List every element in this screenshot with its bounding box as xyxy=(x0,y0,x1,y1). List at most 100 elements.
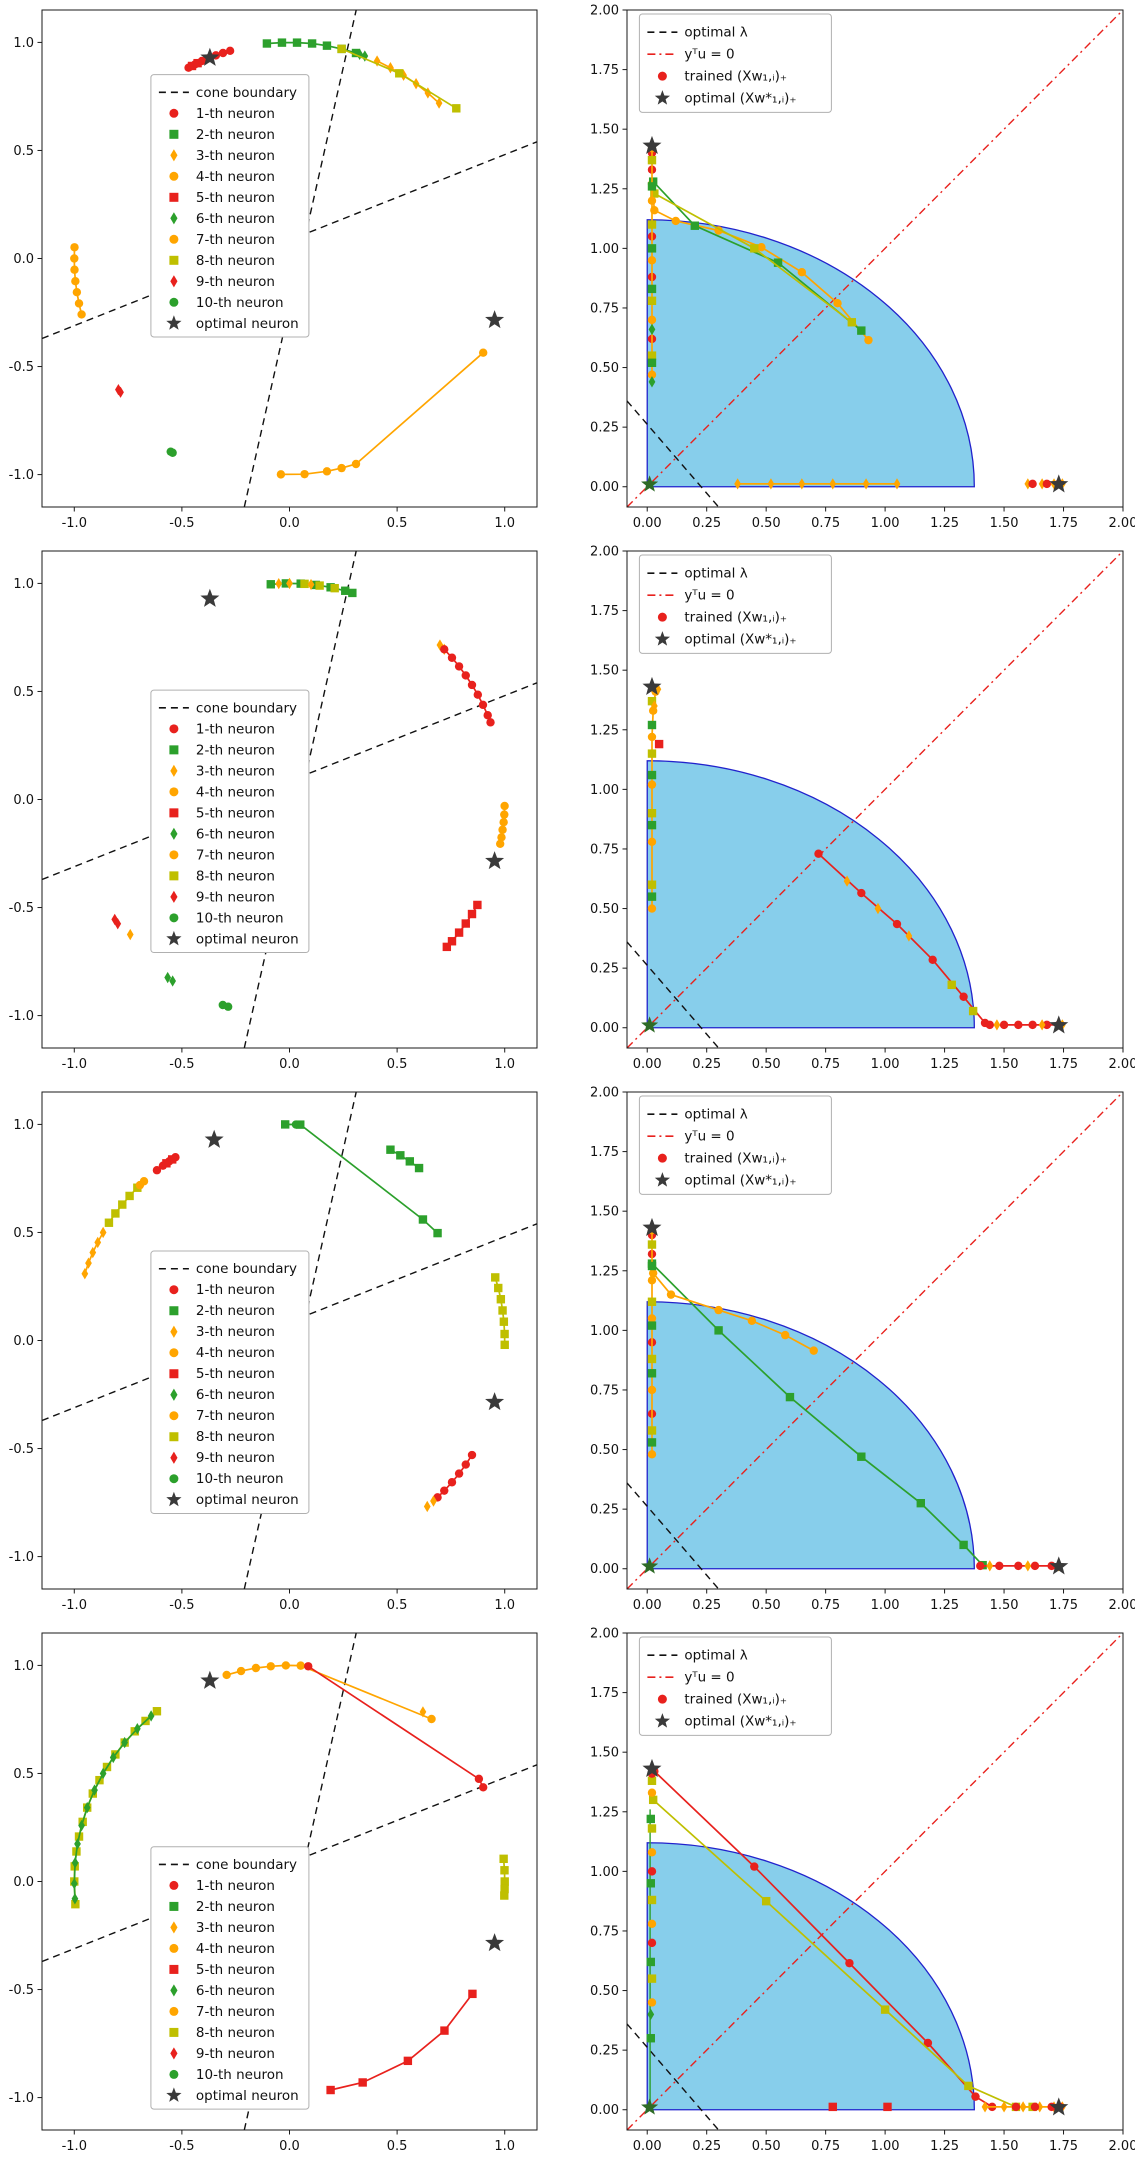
svg-text:2.00: 2.00 xyxy=(1109,1598,1135,1613)
svg-text:optimal (Xw*₁,ᵢ)₊: optimal (Xw*₁,ᵢ)₊ xyxy=(684,632,796,648)
svg-text:-0.5: -0.5 xyxy=(169,516,194,531)
series-neuron-2-arc xyxy=(386,1145,424,1173)
svg-text:optimal λ: optimal λ xyxy=(684,566,747,582)
svg-text:3-th neuron: 3-th neuron xyxy=(196,763,275,779)
svg-text:cone boundary: cone boundary xyxy=(196,85,297,101)
svg-text:2.00: 2.00 xyxy=(590,1627,619,1642)
svg-text:1.75: 1.75 xyxy=(1049,516,1078,531)
svg-text:1.0: 1.0 xyxy=(13,1659,34,1674)
series-yaxis-yellow xyxy=(647,1240,657,1435)
row1-left-legend: cone boundary 1-th neuron 2-th neuron 3-th … xyxy=(150,74,310,338)
svg-text:1.0: 1.0 xyxy=(13,577,34,592)
row4-left-legend: cone boundary 1-th neuron 2-th neuron 3-th … xyxy=(150,1846,310,2110)
svg-text:1.00: 1.00 xyxy=(590,242,619,257)
svg-text:0.75: 0.75 xyxy=(590,842,619,857)
series-yaxis-green xyxy=(647,182,657,367)
svg-text:1.0: 1.0 xyxy=(13,1118,34,1133)
series-yaxis-green xyxy=(647,720,657,901)
svg-text:0.50: 0.50 xyxy=(590,902,619,917)
svg-text:1.75: 1.75 xyxy=(590,604,619,619)
series-neuron-8 xyxy=(300,579,339,593)
svg-text:5-th neuron: 5-th neuron xyxy=(196,190,275,206)
panel-3-right: 0.00 0.25 0.50 0.75 1.00 1.25 1.50 1.75 2.00 0.00… xyxy=(565,1082,1135,1623)
svg-text:2-th neuron: 2-th neuron xyxy=(196,742,275,758)
svg-text:1.00: 1.00 xyxy=(590,783,619,798)
svg-text:8-th neuron: 8-th neuron xyxy=(196,868,275,884)
svg-text:yᵀu = 0: yᵀu = 0 xyxy=(684,588,734,604)
svg-text:0.00: 0.00 xyxy=(633,1598,662,1613)
row4-left-plot: -1.0 -0.5 0.0 0.5 1.0 -1.0 -0.5 0.0 0.5 1.0 cone b… xyxy=(9,1632,538,2154)
svg-text:1-th neuron: 1-th neuron xyxy=(196,1878,275,1894)
series-traj-orange xyxy=(648,1268,818,1355)
svg-text:4-th neuron: 4-th neuron xyxy=(196,1941,275,1957)
figure-row-3: -1.0 -0.5 0.0 0.5 1.0 -1.0 -0.5 0.0 0.5 1.0 cone b… xyxy=(0,1082,1135,1623)
svg-text:optimal (Xw*₁,ᵢ)₊: optimal (Xw*₁,ᵢ)₊ xyxy=(684,91,796,107)
svg-text:-1.0: -1.0 xyxy=(9,1550,34,1565)
svg-text:3-th neuron: 3-th neuron xyxy=(196,148,275,164)
svg-text:0.5: 0.5 xyxy=(13,144,34,159)
panel-2-left: -1.0 -0.5 0.0 0.5 1.0 -1.0 -0.5 0.0 0.5 1.0 cone b… xyxy=(0,541,545,1082)
svg-text:2-th neuron: 2-th neuron xyxy=(196,1303,275,1319)
figure-row-2: -1.0 -0.5 0.0 0.5 1.0 -1.0 -0.5 0.0 0.5 1.0 cone b… xyxy=(0,541,1135,1082)
figure-row-1: -1.0 -0.5 0.0 0.5 1.0 -1.0 -0.5 0.0 0.5 1.0 cone b… xyxy=(0,0,1135,541)
svg-text:2.00: 2.00 xyxy=(590,1086,619,1101)
panel-1-left: -1.0 -0.5 0.0 0.5 1.0 -1.0 -0.5 0.0 0.5 1.0 cone b… xyxy=(0,0,545,541)
svg-text:0.0: 0.0 xyxy=(279,1598,300,1613)
svg-text:0.25: 0.25 xyxy=(590,962,619,977)
series-yaxis-yellow xyxy=(647,696,657,889)
svg-text:9-th neuron: 9-th neuron xyxy=(196,1450,275,1466)
row2-right-plot: 0.00 0.25 0.50 0.75 1.00 1.25 1.50 1.75 2.00 0.00… xyxy=(590,545,1135,1073)
svg-text:1-th neuron: 1-th neuron xyxy=(196,1282,275,1298)
svg-text:0.0: 0.0 xyxy=(279,2139,300,2154)
svg-text:0.75: 0.75 xyxy=(811,1598,840,1613)
series-optimal-stars xyxy=(642,676,1069,1034)
panel-2-right: 0.00 0.25 0.50 0.75 1.00 1.25 1.50 1.75 2.00 0.00… xyxy=(565,541,1135,1082)
svg-text:10-th neuron: 10-th neuron xyxy=(196,1471,284,1487)
series-yaxis-green xyxy=(646,1814,655,2043)
svg-text:1.50: 1.50 xyxy=(590,1205,619,1220)
row3-right-plot: 0.00 0.25 0.50 0.75 1.00 1.25 1.50 1.75 2.00 0.00… xyxy=(590,1086,1135,1614)
series-neuron-1-right xyxy=(433,1450,477,1502)
svg-text:1.75: 1.75 xyxy=(590,1145,619,1160)
series-xaxis-red xyxy=(976,1561,1056,1571)
svg-text:-1.0: -1.0 xyxy=(62,2139,87,2154)
svg-text:1.50: 1.50 xyxy=(990,2139,1019,2154)
svg-text:0.75: 0.75 xyxy=(811,2139,840,2154)
svg-text:9-th neuron: 9-th neuron xyxy=(196,2046,275,2062)
row2-left-legend: cone boundary 1-th neuron 2-th neuron 3-th … xyxy=(150,689,310,954)
svg-text:9-th neuron: 9-th neuron xyxy=(196,274,275,290)
svg-text:7-th neuron: 7-th neuron xyxy=(196,232,275,248)
svg-text:optimal neuron: optimal neuron xyxy=(196,931,299,947)
svg-text:0.5: 0.5 xyxy=(387,1598,408,1613)
svg-text:1.00: 1.00 xyxy=(871,1057,900,1072)
row4-right-plot: 0.00 0.25 0.50 0.75 1.00 1.25 1.50 1.75 2.00 0.00… xyxy=(590,1627,1135,2155)
svg-text:2-th neuron: 2-th neuron xyxy=(196,1899,275,1915)
svg-text:optimal λ: optimal λ xyxy=(684,1648,747,1664)
svg-text:1.25: 1.25 xyxy=(930,1598,959,1613)
svg-text:-1.0: -1.0 xyxy=(9,2091,34,2106)
row2-right-legend: optimal λ yᵀu = 0 trained (Xw₁,ᵢ)₊ optimal … xyxy=(638,554,832,654)
panel-3-left: -1.0 -0.5 0.0 0.5 1.0 -1.0 -0.5 0.0 0.5 1.0 cone b… xyxy=(0,1082,545,1623)
svg-text:1.00: 1.00 xyxy=(871,1598,900,1613)
series-optimal-neurons xyxy=(200,47,505,329)
svg-text:cone boundary: cone boundary xyxy=(196,700,297,716)
svg-text:-0.5: -0.5 xyxy=(169,2139,194,2154)
svg-text:optimal λ: optimal λ xyxy=(684,25,747,41)
svg-text:8-th neuron: 8-th neuron xyxy=(196,2025,275,2041)
svg-text:-0.5: -0.5 xyxy=(9,1442,34,1457)
svg-text:-0.5: -0.5 xyxy=(169,1057,194,1072)
series-optimal-neurons xyxy=(200,1670,505,1952)
svg-text:0.5: 0.5 xyxy=(387,2139,408,2154)
svg-text:0.5: 0.5 xyxy=(13,1226,34,1241)
feasible-region xyxy=(646,1301,975,1570)
svg-text:0.50: 0.50 xyxy=(752,516,781,531)
svg-text:yᵀu = 0: yᵀu = 0 xyxy=(684,1129,734,1145)
series-yaxis-orange xyxy=(647,1788,657,2007)
svg-text:2.00: 2.00 xyxy=(590,4,619,19)
svg-text:1.0: 1.0 xyxy=(494,1598,515,1613)
panel-4-left: -1.0 -0.5 0.0 0.5 1.0 -1.0 -0.5 0.0 0.5 1.0 cone b… xyxy=(0,1623,545,2164)
svg-text:1.75: 1.75 xyxy=(590,1686,619,1701)
svg-text:0.5: 0.5 xyxy=(387,516,408,531)
series-optimal-stars xyxy=(642,1758,1069,2116)
svg-text:0.00: 0.00 xyxy=(590,2103,619,2118)
